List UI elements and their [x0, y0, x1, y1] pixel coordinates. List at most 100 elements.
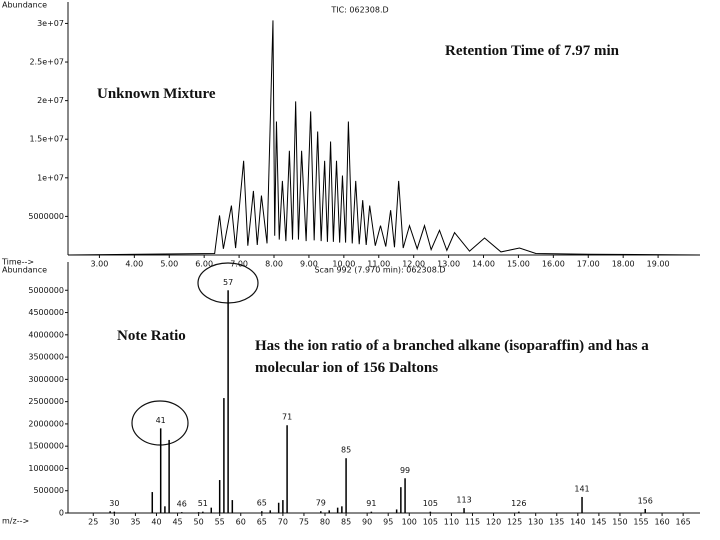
- y-tick-label: 2.5e+07: [29, 58, 64, 67]
- x-tick-label: 16.00: [542, 260, 565, 269]
- x-tick-label: 25: [88, 518, 98, 527]
- x-tick-label: 40: [151, 518, 161, 527]
- x-tick-label: 35: [130, 518, 140, 527]
- x-tick-label: 6.00: [195, 260, 213, 269]
- annotation: Retention Time of 7.97 min: [445, 43, 620, 59]
- peak: [109, 511, 111, 513]
- peak: [328, 510, 330, 513]
- peak-label: 30: [109, 499, 119, 508]
- peak: [151, 492, 154, 513]
- peak: [463, 508, 465, 513]
- peak-label: 105: [423, 499, 438, 508]
- y-tick-label: 500000: [33, 486, 64, 495]
- x-axis-label: Time-->: [1, 258, 34, 267]
- y-axis-label: Abundance: [2, 1, 47, 10]
- peak-label: 141: [574, 484, 589, 493]
- peak: [644, 508, 646, 513]
- y-tick-label: 4000000: [28, 330, 64, 339]
- x-tick-label: 160: [654, 518, 669, 527]
- x-tick-label: 75: [299, 518, 309, 527]
- peak-label: 46: [177, 500, 187, 509]
- x-tick-label: 65: [257, 518, 267, 527]
- x-tick-label: 10.00: [332, 260, 355, 269]
- peak: [286, 425, 288, 513]
- peak: [336, 507, 339, 513]
- y-tick-label: 1e+07: [37, 173, 64, 182]
- chart-title: TIC: 062308.D: [330, 6, 388, 15]
- x-tick-label: 19.00: [647, 260, 670, 269]
- peak-label: 126: [511, 499, 526, 508]
- peak-label: 113: [456, 496, 471, 505]
- peak: [269, 510, 271, 513]
- peak: [518, 511, 520, 513]
- y-tick-label: 0: [59, 509, 64, 518]
- x-tick-label: 105: [423, 518, 438, 527]
- x-tick-label: 55: [215, 518, 225, 527]
- x-tick-label: 17.00: [577, 260, 600, 269]
- peak: [345, 458, 347, 513]
- chart-title: Scan 992 (7.970 min): 062308.D: [314, 266, 445, 275]
- y-tick-label: 3e+07: [37, 19, 64, 28]
- x-tick-label: 13.00: [437, 260, 460, 269]
- x-tick-label: 155: [633, 518, 648, 527]
- peak: [202, 511, 204, 513]
- y-tick-label: 5000000: [28, 212, 64, 221]
- x-tick-label: 125: [507, 518, 522, 527]
- peak: [282, 500, 284, 513]
- peak: [227, 290, 229, 513]
- peak: [261, 511, 263, 513]
- peak: [429, 511, 432, 513]
- x-tick-label: 30: [109, 518, 119, 527]
- annotation: Note Ratio: [117, 328, 186, 344]
- peak-label: 99: [400, 466, 410, 475]
- y-tick-label: 1500000: [28, 442, 64, 451]
- peak-label: 79: [316, 499, 326, 508]
- peak-label: 91: [366, 499, 376, 508]
- tic-line: [67, 20, 701, 256]
- x-tick-label: 9.00: [300, 260, 318, 269]
- peak: [113, 511, 116, 513]
- peak: [223, 398, 225, 513]
- peak: [400, 487, 402, 513]
- peak-label: 71: [282, 413, 292, 422]
- peak-label: 57: [223, 278, 233, 287]
- x-tick-label: 135: [549, 518, 564, 527]
- peak: [395, 509, 398, 513]
- peak: [164, 506, 166, 513]
- peak: [277, 502, 280, 513]
- annotation: Unknown Mixture: [97, 86, 216, 102]
- x-tick-label: 12.00: [402, 260, 425, 269]
- x-tick-label: 145: [591, 518, 606, 527]
- x-tick-label: 15.00: [507, 260, 530, 269]
- peak-label: 41: [156, 416, 166, 425]
- x-tick-label: 4.00: [125, 260, 143, 269]
- peak-label: 51: [198, 499, 208, 508]
- peak: [159, 428, 162, 513]
- y-tick-label: 2000000: [28, 419, 64, 428]
- y-tick-label: 3000000: [28, 375, 64, 384]
- peak: [231, 500, 234, 513]
- x-tick-label: 85: [341, 518, 351, 527]
- x-tick-label: 120: [486, 518, 501, 527]
- x-tick-label: 140: [570, 518, 585, 527]
- peak: [168, 439, 170, 513]
- x-tick-label: 130: [528, 518, 543, 527]
- peak-label: 85: [341, 446, 351, 455]
- peak: [197, 512, 200, 513]
- peak: [581, 496, 583, 513]
- x-tick-label: 5.00: [160, 260, 178, 269]
- x-tick-label: 95: [383, 518, 393, 527]
- x-tick-label: 7.00: [230, 260, 248, 269]
- x-tick-label: 165: [676, 518, 691, 527]
- peak: [370, 511, 373, 513]
- y-axis-label: Abundance: [2, 266, 47, 275]
- peak: [320, 511, 322, 513]
- x-tick-label: 90: [362, 518, 372, 527]
- annotation: Has the ion ratio of a branched alkane (…: [255, 338, 649, 376]
- peak: [404, 478, 406, 513]
- peak: [181, 512, 183, 513]
- x-tick-label: 50: [194, 518, 204, 527]
- x-tick-label: 80: [320, 518, 330, 527]
